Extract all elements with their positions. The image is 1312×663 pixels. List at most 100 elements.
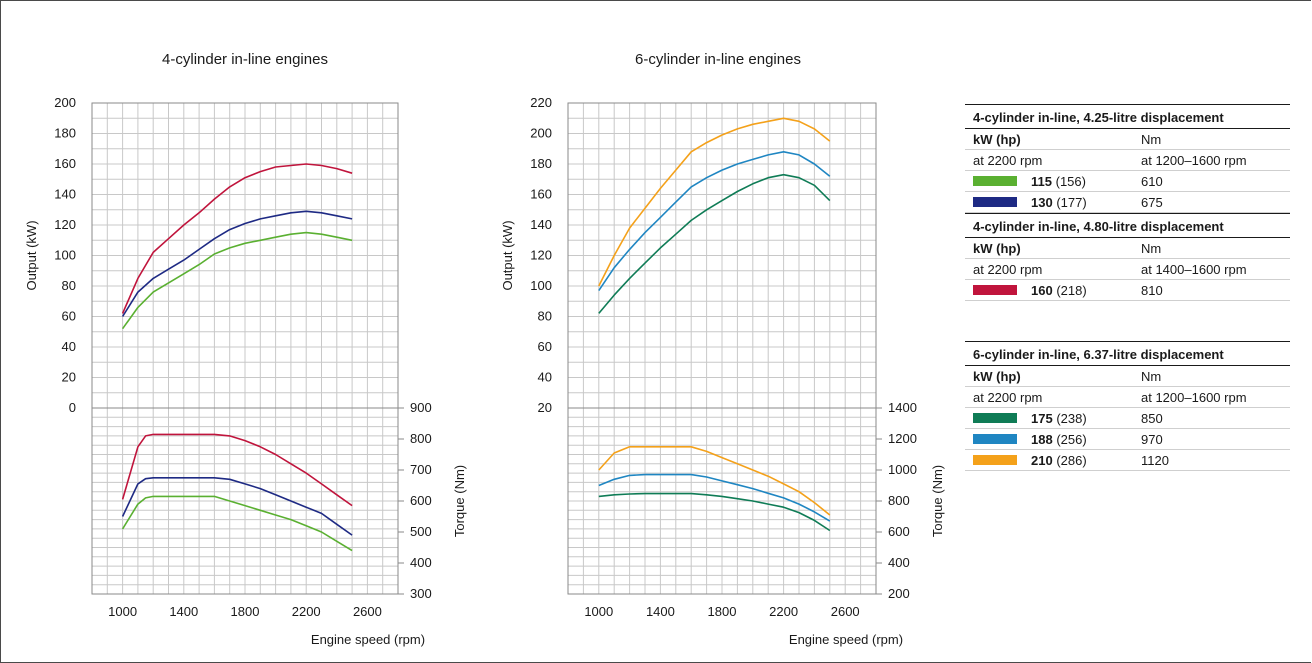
- y-axis-label: Output (kW): [500, 220, 515, 290]
- legend-heading: 6-cylinder in-line, 6.37-litre displacem…: [965, 342, 1290, 366]
- x-tick-label: 2600: [831, 604, 860, 619]
- legend-col-kw: kW (hp): [973, 368, 1021, 384]
- x-tick-label: 1800: [708, 604, 737, 619]
- legend-col-kw: kW (hp): [973, 240, 1021, 256]
- x-tick-label: 2200: [769, 604, 798, 619]
- series-line-2: [598, 492, 831, 532]
- grid: [91, 102, 399, 409]
- x-axis-label: Engine speed (rpm): [789, 632, 903, 647]
- legend-kw: 130: [1031, 194, 1053, 210]
- legend-section-4cyl-425: 4-cylinder in-line, 4.25-litre displacem…: [965, 104, 1290, 213]
- y-tick-label: 800: [410, 431, 432, 446]
- legend-col-nm-sub: at 1400–1600 rpm: [1141, 261, 1247, 277]
- y-tick-label: 20: [538, 400, 552, 415]
- x-tick-label: 1000: [108, 604, 137, 619]
- legend-kw: 210: [1031, 452, 1053, 468]
- legend-subheader-row: at 2200 rpm at 1400–1600 rpm: [965, 259, 1290, 280]
- series-line-0: [598, 445, 831, 516]
- y-tick-label: 60: [538, 339, 552, 354]
- y-tick-label: 160: [54, 156, 76, 171]
- legend-section-4cyl-480: 4-cylinder in-line, 4.80-litre displacem…: [965, 213, 1290, 301]
- legend-col-kw-sub: at 2200 rpm: [973, 152, 1043, 168]
- grid: [567, 407, 877, 595]
- legend-subheader-row: at 2200 rpm at 1200–1600 rpm: [965, 387, 1290, 408]
- y-tick-label: 1400: [888, 400, 917, 415]
- chart-panel-3: 200 400 600 800 1000 1200 1400 Torque (Nm) 1000 1…: [567, 400, 945, 647]
- series-line-1: [121, 476, 353, 536]
- legend-col-nm: Nm: [1141, 368, 1162, 384]
- legend-item: 175 (238) 850: [965, 408, 1290, 429]
- y-tick-label: 20: [62, 370, 76, 385]
- y-axis-label: Output (kW): [24, 220, 39, 290]
- legend-item: 210 (286) 1120: [965, 450, 1290, 471]
- series-line-0: [598, 117, 831, 287]
- legend-hp: (238): [1056, 410, 1087, 426]
- y-tick-label: 120: [54, 217, 76, 232]
- legend-kw: 115: [1031, 173, 1052, 189]
- legend-swatch: [973, 413, 1017, 423]
- legend-col-kw-sub: at 2200 rpm: [973, 261, 1043, 277]
- legend-nm: 970: [1141, 431, 1163, 447]
- y-tick-label: 100: [530, 278, 552, 293]
- legend-kw: 188: [1031, 431, 1053, 447]
- x-tick-label: 1400: [169, 604, 198, 619]
- x-tick-label: 1800: [231, 604, 260, 619]
- y-tick-label: 200: [54, 95, 76, 110]
- legend-hp: (218): [1056, 282, 1087, 298]
- legend-item: 188 (256) 970: [965, 429, 1290, 450]
- y-tick-label: 500: [410, 524, 432, 539]
- chart-panel-1: 300 400 500 600 700 800 900 Torque (Nm) 1000 1400…: [91, 400, 467, 647]
- y-tick-label: 180: [530, 156, 552, 171]
- y-tick-label: 120: [530, 248, 552, 263]
- series-line-2: [121, 231, 353, 330]
- y-axis-label: Torque (Nm): [452, 465, 467, 537]
- y-tick-label: 60: [62, 309, 76, 324]
- legend-col-nm: Nm: [1141, 131, 1162, 147]
- legend-nm: 675: [1141, 194, 1163, 210]
- x-tick-label: 2200: [292, 604, 321, 619]
- y-tick-label: 40: [62, 339, 76, 354]
- y-tick-label: 600: [410, 493, 432, 508]
- legend-nm: 1120: [1141, 452, 1169, 468]
- y-tick-label: 140: [530, 217, 552, 232]
- legend-subheader-row: at 2200 rpm at 1200–1600 rpm: [965, 150, 1290, 171]
- y-tick-label: 800: [888, 493, 910, 508]
- x-tick-label: 1400: [646, 604, 675, 619]
- y-tick-label: 700: [410, 462, 432, 477]
- y-tick-label: 180: [54, 126, 76, 141]
- y-tick-label: 40: [538, 370, 552, 385]
- y-tick-label: 400: [888, 555, 910, 570]
- y-tick-label: 1000: [888, 462, 917, 477]
- legend-hp: (256): [1056, 431, 1087, 447]
- chart-panel-2: 6-cylinder in-line engines 20 40 60 80 100 120…: [500, 51, 877, 415]
- legend-nm: 850: [1141, 410, 1163, 426]
- legend-swatch: [973, 176, 1017, 186]
- y-tick-label: 220: [530, 95, 552, 110]
- legend-item: 130 (177) 675: [965, 192, 1290, 213]
- chart-panel-0: 4-cylinder in-line engines 0 20 40 60 80 100 12…: [24, 51, 399, 415]
- y-tick-label: 600: [888, 524, 910, 539]
- legend-spacer: [965, 301, 1290, 341]
- y-axis-label: Torque (Nm): [930, 465, 945, 537]
- legend-swatch: [973, 285, 1017, 295]
- legend-nm: 610: [1141, 173, 1163, 189]
- legend-table: 4-cylinder in-line, 4.25-litre displacem…: [965, 104, 1290, 471]
- y-tick-label: 100: [54, 248, 76, 263]
- y-tick-label: 400: [410, 555, 432, 570]
- legend-col-nm-sub: at 1200–1600 rpm: [1141, 152, 1247, 168]
- legend-col-kw: kW (hp): [973, 131, 1021, 147]
- legend-header-row: kW (hp) Nm: [965, 129, 1290, 150]
- chart-title: 6-cylinder in-line engines: [635, 51, 801, 68]
- y-tick-label: 160: [530, 187, 552, 202]
- legend-header-row: kW (hp) Nm: [965, 238, 1290, 259]
- y-tick-label: 200: [530, 126, 552, 141]
- legend-kw: 175: [1031, 410, 1053, 426]
- legend-heading: 4-cylinder in-line, 4.25-litre displacem…: [965, 105, 1290, 129]
- y-tick-label: 80: [538, 309, 552, 324]
- series-line-1: [598, 151, 831, 292]
- x-tick-label: 2600: [353, 604, 382, 619]
- y-tick-label: 300: [410, 586, 432, 601]
- y-tick-label: 900: [410, 400, 432, 415]
- x-tick-label: 1000: [584, 604, 613, 619]
- series-line-0: [121, 433, 353, 507]
